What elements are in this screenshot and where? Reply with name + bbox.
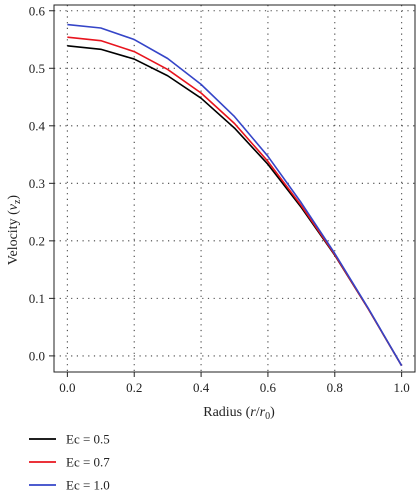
y-tick-label: 0.3 <box>29 176 45 191</box>
y-tick-label: 0.5 <box>29 61 45 76</box>
series-line-2 <box>67 36 403 367</box>
y-tick-label: 0.2 <box>29 233 45 248</box>
y-tick-label: 0.0 <box>29 348 45 363</box>
plot-frame <box>53 4 416 373</box>
series-layer <box>67 23 403 367</box>
y-axis-label-close: ) <box>6 195 21 200</box>
legend-label-2: Ec = 0.7 <box>66 455 110 470</box>
x-tick-label: 0.2 <box>126 380 142 395</box>
x-tick-label: 1.0 <box>394 380 410 395</box>
y-tick-label: 0.1 <box>29 291 45 306</box>
series-line-1 <box>67 45 403 367</box>
legend-label-1: Ec = 0.5 <box>66 432 110 447</box>
legend-label-3: Ec = 1.0 <box>66 478 110 493</box>
series-line-3 <box>67 23 403 367</box>
x-axis-label-slash: / <box>256 405 260 420</box>
x-tick-label: 0.0 <box>59 380 75 395</box>
y-axis-label-main: Velocity ( <box>6 210 21 265</box>
x-tick-label: 0.6 <box>260 380 277 395</box>
x-axis-label: Radius (r/r0) <box>203 405 275 422</box>
y-axis-label: Velocity (vz) <box>6 195 23 266</box>
x-tick-label: 0.4 <box>193 380 210 395</box>
legend: Ec = 0.5 Ec = 0.7 Ec = 1.0 <box>29 432 110 493</box>
grid-layer <box>54 5 415 372</box>
x-tick-label: 0.8 <box>327 380 343 395</box>
y-axis-label-sub: z <box>12 199 23 204</box>
x-axis-label-r0: r <box>260 405 266 420</box>
y-tick-label: 0.6 <box>29 3 46 18</box>
x-axis-label-r0-sub: 0 <box>265 411 270 422</box>
y-axis-label-v: v <box>6 203 21 210</box>
x-axis-label-main: Radius ( <box>203 405 250 420</box>
x-axis-label-r: r <box>250 405 256 420</box>
ticks-layer: 0.0 0.2 0.4 0.6 0.8 1.0 0.0 0.1 0.2 0.3 0.4 0.5 0.6 <box>29 3 410 395</box>
x-axis-label-close: ) <box>270 405 275 420</box>
y-tick-label: 0.4 <box>29 118 46 133</box>
